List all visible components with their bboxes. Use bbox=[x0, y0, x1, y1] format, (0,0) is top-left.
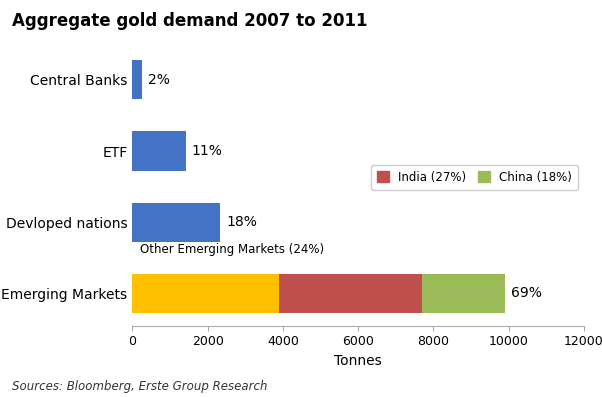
Text: Sources: Bloomberg, Erste Group Research: Sources: Bloomberg, Erste Group Research bbox=[12, 380, 267, 393]
Bar bbox=[422, 274, 505, 313]
Text: 11%: 11% bbox=[192, 144, 223, 158]
Bar bbox=[132, 274, 279, 313]
Bar bbox=[279, 274, 422, 313]
Bar bbox=[132, 60, 142, 99]
Text: 18%: 18% bbox=[226, 215, 257, 229]
Bar bbox=[132, 131, 186, 171]
Legend: India (27%), China (18%): India (27%), China (18%) bbox=[371, 165, 578, 189]
Text: 2%: 2% bbox=[148, 73, 170, 87]
Bar bbox=[132, 202, 220, 242]
X-axis label: Tonnes: Tonnes bbox=[334, 354, 382, 368]
Text: Aggregate gold demand 2007 to 2011: Aggregate gold demand 2007 to 2011 bbox=[12, 12, 368, 30]
Text: 69%: 69% bbox=[510, 286, 541, 301]
Text: Other Emerging Markets (24%): Other Emerging Markets (24%) bbox=[140, 243, 324, 256]
